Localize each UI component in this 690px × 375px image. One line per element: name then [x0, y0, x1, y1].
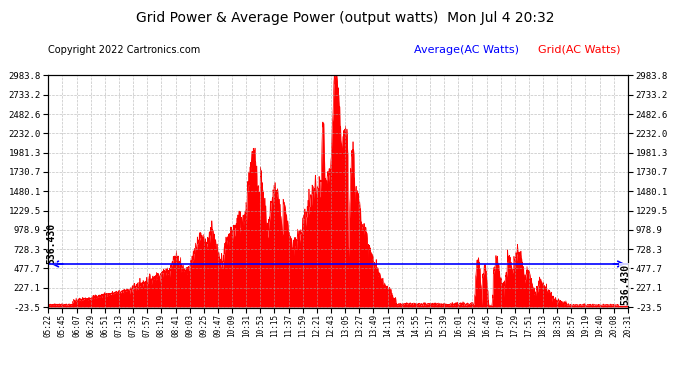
- Text: 536.430: 536.430: [620, 264, 630, 305]
- Text: Copyright 2022 Cartronics.com: Copyright 2022 Cartronics.com: [48, 45, 201, 55]
- Text: 536.430: 536.430: [46, 223, 56, 264]
- Text: Grid Power & Average Power (output watts)  Mon Jul 4 20:32: Grid Power & Average Power (output watts…: [136, 11, 554, 25]
- Text: Grid(AC Watts): Grid(AC Watts): [538, 45, 621, 55]
- Text: Average(AC Watts): Average(AC Watts): [414, 45, 519, 55]
